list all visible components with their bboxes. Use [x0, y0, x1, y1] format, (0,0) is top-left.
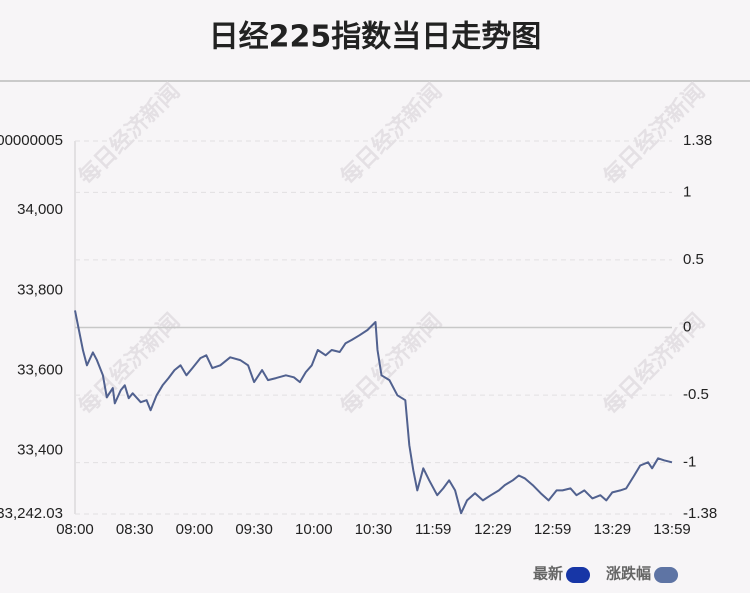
y2-tick-label: 0.5 [683, 251, 704, 268]
chart-title: 日经225指数当日走势图 [209, 20, 542, 55]
x-tick-label: 13:29 [594, 521, 632, 538]
x-tick-label: 09:30 [235, 521, 273, 538]
y2-tick-label: 1 [683, 183, 691, 200]
y2-tick-label: -1.38 [683, 505, 717, 522]
y-tick-label: 33,242.03 [0, 505, 63, 522]
y2-tick-label: 1.38 [683, 132, 712, 149]
y-tick-label: 34,172.4300000005 [0, 132, 63, 149]
y-tick-label: 34,000 [17, 201, 63, 218]
x-tick-label: 09:00 [176, 521, 214, 538]
y-tick-label: 33,800 [17, 281, 63, 298]
legend-swatch [566, 567, 591, 583]
y-tick-label: 33,400 [17, 442, 63, 459]
legend-swatch [654, 567, 679, 583]
x-tick-label: 10:30 [355, 521, 393, 538]
y2-tick-label: -0.5 [683, 386, 709, 403]
x-tick-label: 08:00 [56, 521, 94, 538]
x-tick-label: 10:00 [295, 521, 333, 538]
x-tick-label: 12:59 [534, 521, 572, 538]
legend-label: 最新 [533, 565, 563, 583]
y2-tick-label: -1 [683, 454, 696, 471]
x-tick-label: 08:30 [116, 521, 154, 538]
x-tick-label: 12:29 [474, 521, 512, 538]
x-tick-label: 11:59 [415, 521, 451, 538]
y2-tick-label: 0 [683, 318, 691, 335]
price-line [74, 310, 673, 515]
x-tick-label: 13:59 [653, 521, 691, 538]
legend-label: 涨跌幅 [606, 565, 651, 583]
y-tick-label: 33,600 [17, 361, 63, 378]
